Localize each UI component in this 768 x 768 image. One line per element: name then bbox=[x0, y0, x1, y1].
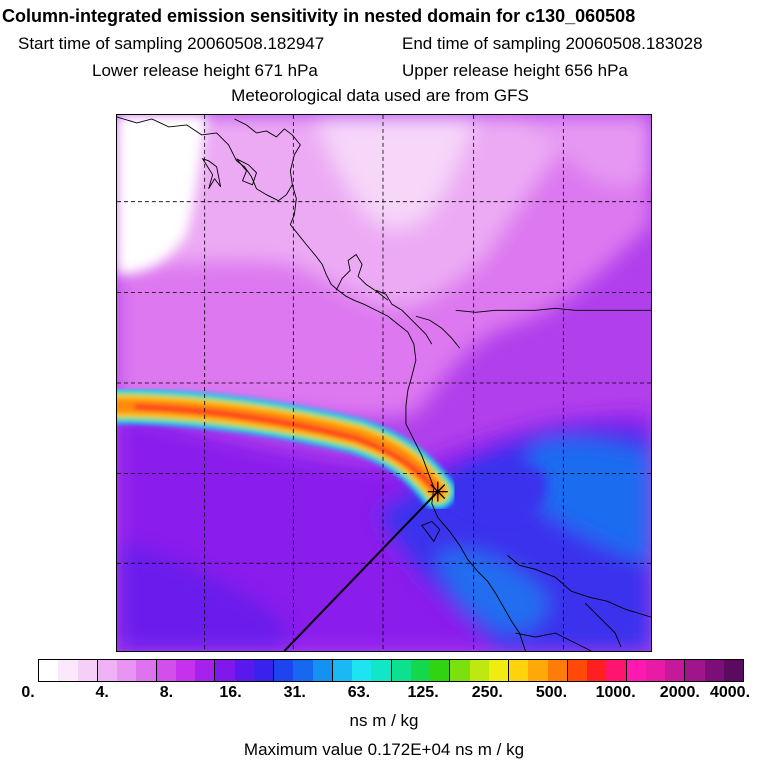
sampling-end-text: End time of sampling 20060508.183028 bbox=[402, 34, 703, 53]
sensitivity-map bbox=[116, 114, 652, 652]
color-scale-tick-label: 1000. bbox=[595, 684, 636, 701]
color-scale-swatch bbox=[704, 660, 724, 681]
color-scale-tick-label: 250. bbox=[471, 684, 503, 701]
color-scale-swatch bbox=[117, 660, 137, 681]
figure-title: Column-integrated emission sensitivity i… bbox=[2, 6, 636, 26]
color-scale-swatch bbox=[410, 660, 430, 681]
color-scale-swatch bbox=[195, 660, 215, 681]
color-scale-swatch bbox=[488, 660, 508, 681]
color-scale-swatch bbox=[253, 660, 273, 681]
color-scale-swatch bbox=[312, 660, 332, 681]
lower-release-height-text: Lower release height 671 hPa bbox=[92, 61, 318, 80]
flight-track-line bbox=[283, 490, 439, 651]
color-scale-tick-label: 500. bbox=[535, 684, 568, 701]
maximum-value-text: Maximum value 0.172E+04 ns m / kg bbox=[243, 740, 525, 759]
color-scale-swatch bbox=[136, 660, 156, 681]
color-scale-swatch bbox=[508, 660, 529, 681]
color-scale-tick-label: 63. bbox=[347, 684, 371, 701]
color-scale-swatch bbox=[528, 660, 548, 681]
meteorological-data-text: Meteorological data used are from GFS bbox=[231, 86, 529, 105]
upper-release-height-text: Upper release height 656 hPa bbox=[402, 61, 628, 80]
release-site-star-icon bbox=[427, 481, 448, 502]
color-scale-swatch bbox=[430, 660, 450, 681]
color-scale-swatch bbox=[39, 660, 59, 681]
color-scale-units: ns m / kg bbox=[349, 711, 419, 730]
color-scale-bar bbox=[38, 659, 744, 682]
color-scale-swatch bbox=[684, 660, 705, 681]
color-scale-tick-label: 31. bbox=[283, 684, 306, 701]
color-scale-swatch bbox=[566, 660, 587, 681]
color-scale-swatch bbox=[645, 660, 665, 681]
color-scale-swatch bbox=[469, 660, 489, 681]
color-scale-tick-label: 8. bbox=[159, 684, 174, 701]
color-scale-tick-label: 16. bbox=[219, 684, 242, 701]
sampling-start-text: Start time of sampling 20060508.182947 bbox=[18, 34, 325, 53]
coastlines bbox=[117, 116, 651, 651]
color-scale-swatch bbox=[390, 660, 411, 681]
color-scale-swatch bbox=[723, 660, 743, 681]
color-scale-tick-label: 2000. bbox=[659, 684, 700, 701]
color-scale-swatch bbox=[293, 660, 313, 681]
transport-plume bbox=[117, 388, 456, 510]
color-scale-tick-label: 0. bbox=[21, 684, 35, 701]
color-scale-tick-label: 125. bbox=[407, 684, 439, 701]
color-scale-swatch bbox=[547, 660, 567, 681]
color-scale-swatch bbox=[331, 660, 352, 681]
color-scale-swatch bbox=[58, 660, 78, 681]
color-scale-swatch bbox=[175, 660, 195, 681]
grid-lines bbox=[117, 115, 651, 651]
color-scale-swatch bbox=[665, 660, 685, 681]
color-scale-tick-label: 4000. bbox=[709, 684, 751, 701]
color-scale-swatch bbox=[214, 660, 235, 681]
color-scale-swatch bbox=[587, 660, 607, 681]
color-scale-swatch bbox=[77, 660, 97, 681]
color-scale-swatch bbox=[96, 660, 117, 681]
color-scale-swatch bbox=[449, 660, 470, 681]
color-scale-swatch bbox=[155, 660, 176, 681]
color-scale-swatch bbox=[625, 660, 646, 681]
color-scale-swatch bbox=[606, 660, 626, 681]
color-scale-tick-labels: 0. 4. 8. 16. 31. 63. 125. 250. 500. 1000. 2000. 400… bbox=[0, 684, 768, 706]
sensitivity-field bbox=[117, 115, 651, 651]
color-scale-swatch bbox=[234, 660, 254, 681]
color-scale-tick-label: 4. bbox=[95, 684, 109, 701]
color-scale-swatch bbox=[352, 660, 372, 681]
color-scale-swatch bbox=[371, 660, 391, 681]
color-scale-swatch bbox=[273, 660, 294, 681]
